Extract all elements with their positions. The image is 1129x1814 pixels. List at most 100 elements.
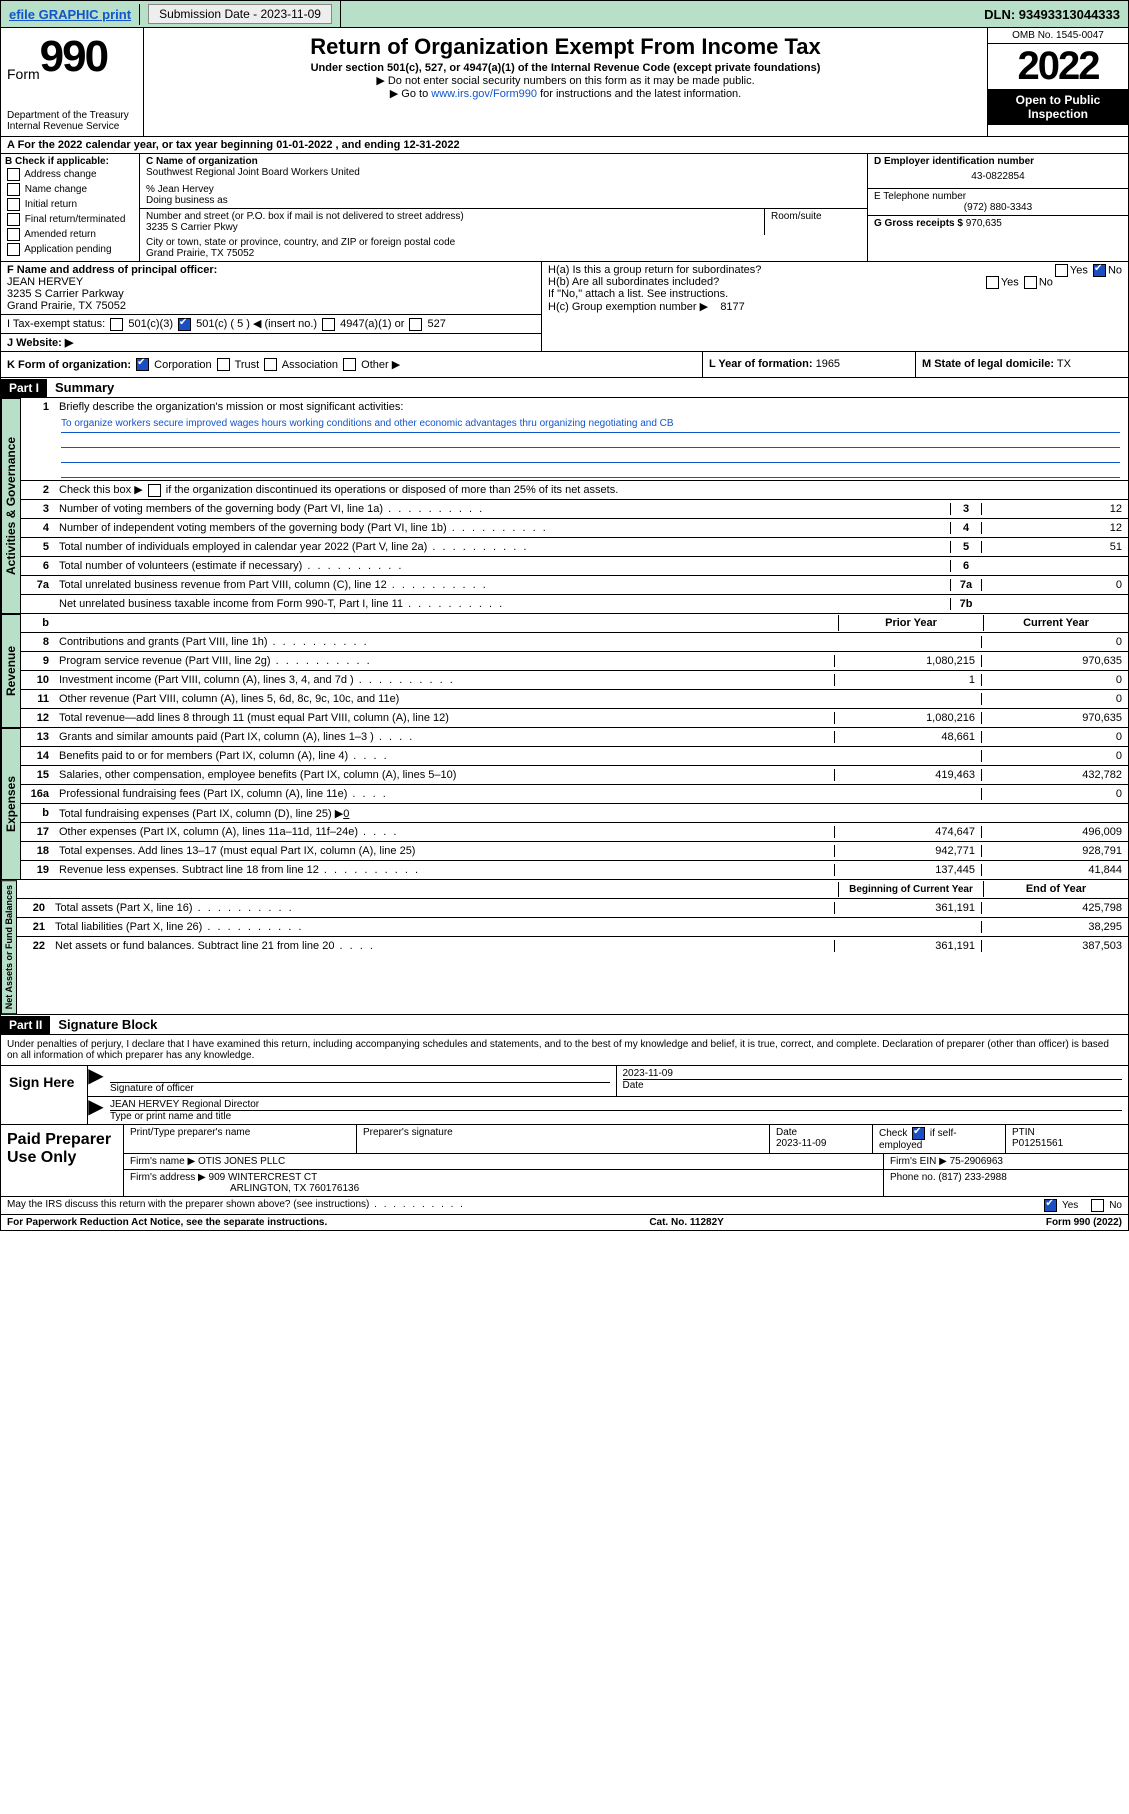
line-19-prior: 137,445 — [834, 864, 981, 876]
h-a: H(a) Is this a group return for subordin… — [548, 264, 1122, 276]
firm-name-label: Firm's name ▶ — [130, 1156, 195, 1167]
gross-receipts-value: 970,635 — [966, 218, 1002, 229]
firm-ein-label: Firm's EIN ▶ — [890, 1156, 947, 1167]
gross-receipts-label: G Gross receipts $ — [874, 218, 963, 229]
line-10-desc: Investment income (Part VIII, column (A)… — [55, 672, 834, 688]
org-name: Southwest Regional Joint Board Workers U… — [146, 167, 861, 178]
cb-other[interactable] — [343, 358, 356, 371]
prep-date-label: Date — [776, 1127, 866, 1138]
cb-trust[interactable] — [217, 358, 230, 371]
section-c: C Name of organization Southwest Regiona… — [140, 154, 867, 261]
firm-phone: (817) 233-2988 — [938, 1172, 1006, 1183]
irs-link[interactable]: www.irs.gov/Form990 — [431, 88, 537, 100]
line-20-curr: 425,798 — [981, 902, 1128, 914]
line-13-curr: 0 — [981, 731, 1128, 743]
cb-527[interactable] — [409, 318, 422, 331]
line-10-prior: 1 — [834, 674, 981, 686]
cb-self-employed[interactable] — [912, 1127, 925, 1140]
tax-year: 2022 — [988, 44, 1128, 89]
vtab-expenses: Expenses — [1, 728, 21, 880]
efile-link[interactable]: efile GRAPHIC print — [1, 4, 140, 25]
cb-initial-return[interactable]: Initial return — [5, 197, 135, 212]
sign-here-label: Sign Here — [1, 1066, 88, 1124]
section-bc-row: B Check if applicable: Address change Na… — [0, 154, 1129, 262]
line-9-curr: 970,635 — [981, 655, 1128, 667]
h-b-note: If "No," attach a list. See instructions… — [548, 288, 1122, 300]
section-f: F Name and address of principal officer:… — [1, 262, 541, 315]
officer-addr2: Grand Prairie, TX 75052 — [7, 300, 535, 312]
line-4-desc: Number of independent voting members of … — [55, 520, 950, 536]
line-13-prior: 48,661 — [834, 731, 981, 743]
col-fij: F Name and address of principal officer:… — [1, 262, 541, 351]
cb-hb-yes[interactable] — [986, 276, 999, 289]
cb-ha-yes[interactable] — [1055, 264, 1068, 277]
ptin-value: P01251561 — [1012, 1138, 1122, 1149]
firm-ein: 75-2906963 — [950, 1156, 1003, 1167]
may-discuss-text: May the IRS discuss this return with the… — [7, 1199, 465, 1210]
hdr-curr: Current Year — [983, 615, 1128, 631]
line-5-desc: Total number of individuals employed in … — [55, 539, 950, 555]
line-15-curr: 432,782 — [981, 769, 1128, 781]
line-22-desc: Net assets or fund balances. Subtract li… — [51, 938, 834, 954]
section-fhi: F Name and address of principal officer:… — [0, 262, 1129, 352]
officer-name: JEAN HERVEY — [7, 276, 535, 288]
ptin-label: PTIN — [1012, 1127, 1122, 1138]
cb-ha-no[interactable] — [1093, 264, 1106, 277]
paid-preparer-label: Paid Preparer Use Only — [1, 1125, 124, 1196]
may-discuss-row: May the IRS discuss this return with the… — [0, 1197, 1129, 1215]
line-19-curr: 41,844 — [981, 864, 1128, 876]
cb-line2[interactable] — [148, 484, 161, 497]
cb-amended[interactable]: Amended return — [5, 227, 135, 242]
line-6-desc: Total number of volunteers (estimate if … — [55, 558, 950, 574]
h-b: H(b) Are all subordinates included? Yes … — [548, 276, 1122, 288]
vtab-net-assets: Net Assets or Fund Balances — [1, 880, 17, 1014]
header-note-1: ▶ Do not enter social security numbers o… — [148, 74, 983, 87]
line-15-prior: 419,463 — [834, 769, 981, 781]
line-17-desc: Other expenses (Part IX, column (A), lin… — [55, 824, 834, 840]
line-16a-curr: 0 — [981, 788, 1128, 800]
cb-501c[interactable] — [178, 318, 191, 331]
form-title: Return of Organization Exempt From Incom… — [148, 34, 983, 60]
submission-date-btn[interactable]: Submission Date - 2023-11-09 — [140, 1, 341, 27]
line-21-desc: Total liabilities (Part X, line 26) — [51, 919, 834, 935]
net-assets-section: Net Assets or Fund Balances Beginning of… — [0, 880, 1129, 1015]
line-17-prior: 474,647 — [834, 826, 981, 838]
top-bar: efile GRAPHIC print Submission Date - 20… — [0, 0, 1129, 28]
h-c: H(c) Group exemption number ▶ 8177 — [548, 300, 1122, 313]
hdr-prior: Prior Year — [838, 615, 983, 631]
line-12-curr: 970,635 — [981, 712, 1128, 724]
header-left: Form990 Department of the Treasury Inter… — [1, 28, 144, 136]
hdr2-curr: End of Year — [983, 881, 1128, 897]
line-5-val: 51 — [981, 541, 1128, 553]
paid-preparer-block: Paid Preparer Use Only Print/Type prepar… — [0, 1125, 1129, 1197]
header-right: OMB No. 1545-0047 2022 Open to Public In… — [987, 28, 1128, 136]
phone-label: E Telephone number — [874, 191, 1122, 202]
line-21-curr: 38,295 — [981, 921, 1128, 933]
dept-label: Department of the Treasury — [7, 110, 137, 121]
cb-discuss-no[interactable] — [1091, 1199, 1104, 1212]
cb-assoc[interactable] — [264, 358, 277, 371]
mission-text: To organize workers secure improved wage… — [61, 418, 1120, 433]
section-i: I Tax-exempt status: 501(c)(3) 501(c) ( … — [1, 315, 541, 334]
header-note-2: ▶ Go to www.irs.gov/Form990 for instruct… — [148, 87, 983, 100]
cb-final-return[interactable]: Final return/terminated — [5, 212, 135, 227]
omb-label: OMB No. 1545-0047 — [988, 28, 1128, 44]
cb-address-change[interactable]: Address change — [5, 167, 135, 182]
cb-501c3[interactable] — [110, 318, 123, 331]
cb-4947[interactable] — [322, 318, 335, 331]
cb-name-change[interactable]: Name change — [5, 182, 135, 197]
part-1-title: Summary — [47, 378, 122, 397]
cb-discuss-yes[interactable] — [1044, 1199, 1057, 1212]
sig-date: 2023-11-09 — [623, 1068, 1123, 1079]
line-4-val: 12 — [981, 522, 1128, 534]
phone-value: (972) 880-3343 — [874, 202, 1122, 213]
cb-corp[interactable] — [136, 358, 149, 371]
city-state-zip: Grand Prairie, TX 75052 — [146, 248, 861, 259]
vtab-revenue: Revenue — [1, 614, 21, 728]
line-9-desc: Program service revenue (Part VIII, line… — [55, 653, 834, 669]
line-12-desc: Total revenue—add lines 8 through 11 (mu… — [55, 710, 834, 726]
group-exemption-value: 8177 — [720, 301, 744, 313]
line-18-prior: 942,771 — [834, 845, 981, 857]
cb-hb-no[interactable] — [1024, 276, 1037, 289]
cb-app-pending[interactable]: Application pending — [5, 242, 135, 257]
